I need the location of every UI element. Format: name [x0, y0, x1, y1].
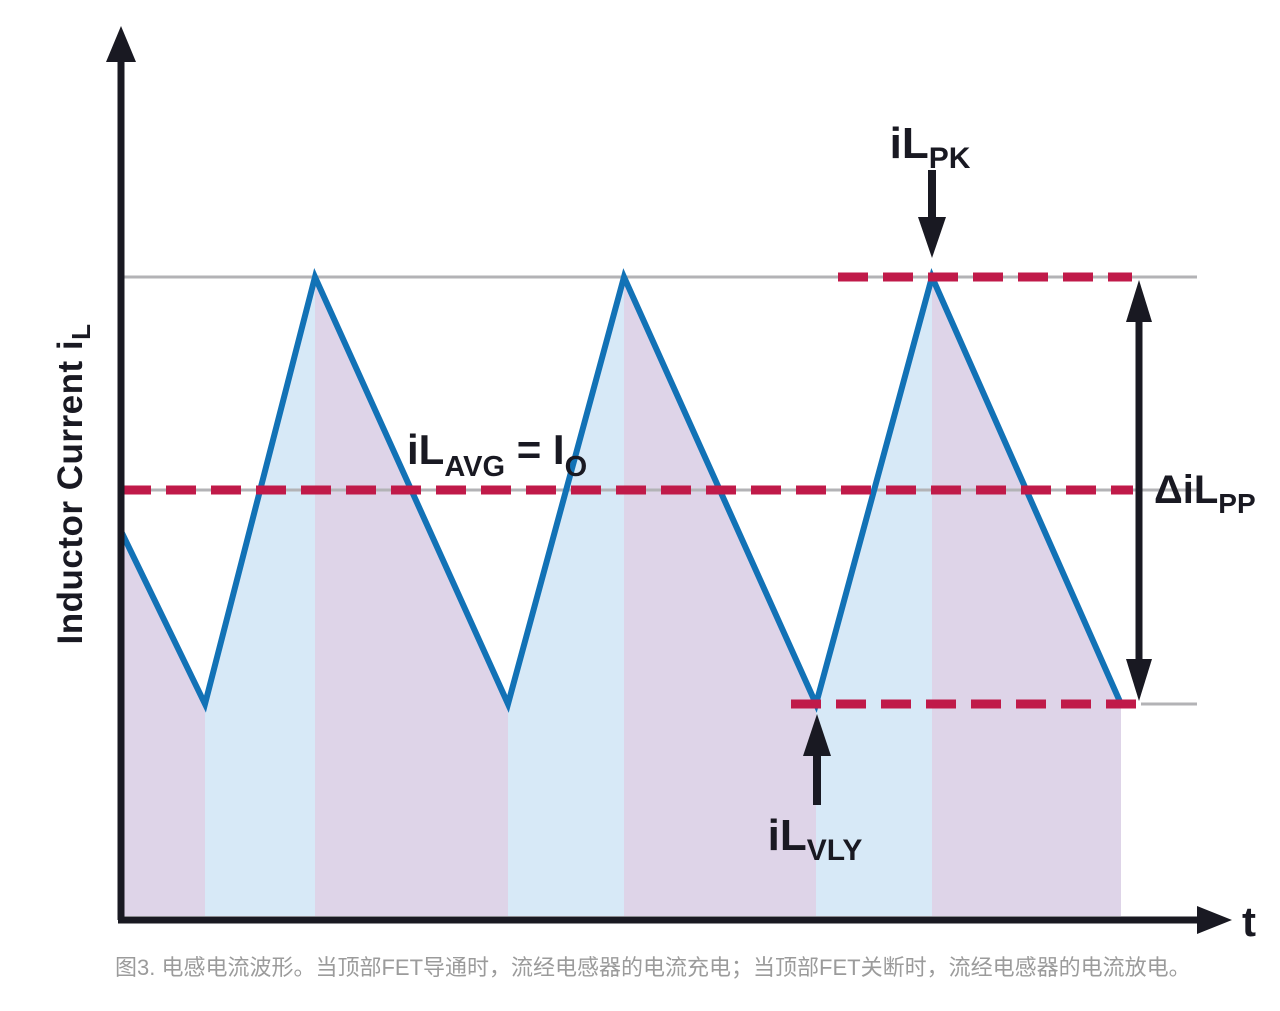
peak-label: iLPK: [890, 119, 971, 175]
ripple-label: ΔiLPP: [1154, 468, 1256, 519]
fill-charge-segment: [205, 277, 315, 916]
x-axis: [118, 906, 1232, 934]
fill-charge-segment: [508, 277, 624, 916]
fill-discharge-segment: [121, 531, 205, 916]
down-arrow-icon: [1126, 659, 1152, 701]
y-axis-label-sub: L: [66, 324, 96, 340]
peak-label-sub: PK: [929, 142, 971, 175]
inductor-current-waveform-chart: iLPK iLAVG = IO iLVLY ΔiLPP t Inductor C…: [51, 26, 1256, 945]
valley-label-main: iL: [768, 811, 807, 860]
x-axis-label: t: [1242, 898, 1256, 940]
avg-label-equals: = I: [505, 426, 565, 473]
y-axis: [106, 26, 136, 920]
ripple-label-sub: PP: [1218, 488, 1255, 519]
valley-label-sub: VLY: [807, 834, 863, 867]
y-axis-label: Inductor Current iL: [51, 324, 96, 645]
x-axis-arrowhead-icon: [1197, 906, 1232, 934]
fill-discharge-segment: [624, 277, 816, 916]
level-gray-lines: [121, 275, 1197, 706]
avg-label-sub2: O: [565, 451, 588, 483]
ripple-span-arrow: [1126, 280, 1152, 701]
avg-label-main: iL: [407, 426, 444, 473]
valley-pointer-arrow: [803, 714, 831, 805]
avg-label-sub: AVG: [444, 451, 505, 483]
up-arrow-icon: [1126, 280, 1152, 322]
down-arrow-icon: [918, 217, 946, 258]
average-label: iLAVG = IO: [407, 426, 587, 483]
level-dashed-lines: [121, 272, 1141, 709]
y-axis-arrowhead-icon: [106, 26, 136, 62]
inductor-current-trace: [118, 267, 1124, 713]
up-arrow-icon: [803, 714, 831, 756]
figure-caption: 图3. 电感电流波形。当顶部FET导通时，流经电感器的电流充电；当顶部FET关断…: [115, 955, 1191, 980]
ripple-label-main: ΔiL: [1154, 468, 1218, 512]
fill-discharge-segment: [932, 277, 1121, 916]
fill-discharge-segment: [315, 277, 508, 916]
fill-charge-segment: [816, 277, 932, 916]
valley-label: iLVLY: [768, 811, 863, 867]
y-axis-label-main: Inductor Current i: [51, 340, 90, 645]
peak-pointer-arrow: [918, 170, 946, 258]
waveform-fill-regions: [121, 277, 1121, 916]
peak-label-main: iL: [890, 119, 929, 168]
